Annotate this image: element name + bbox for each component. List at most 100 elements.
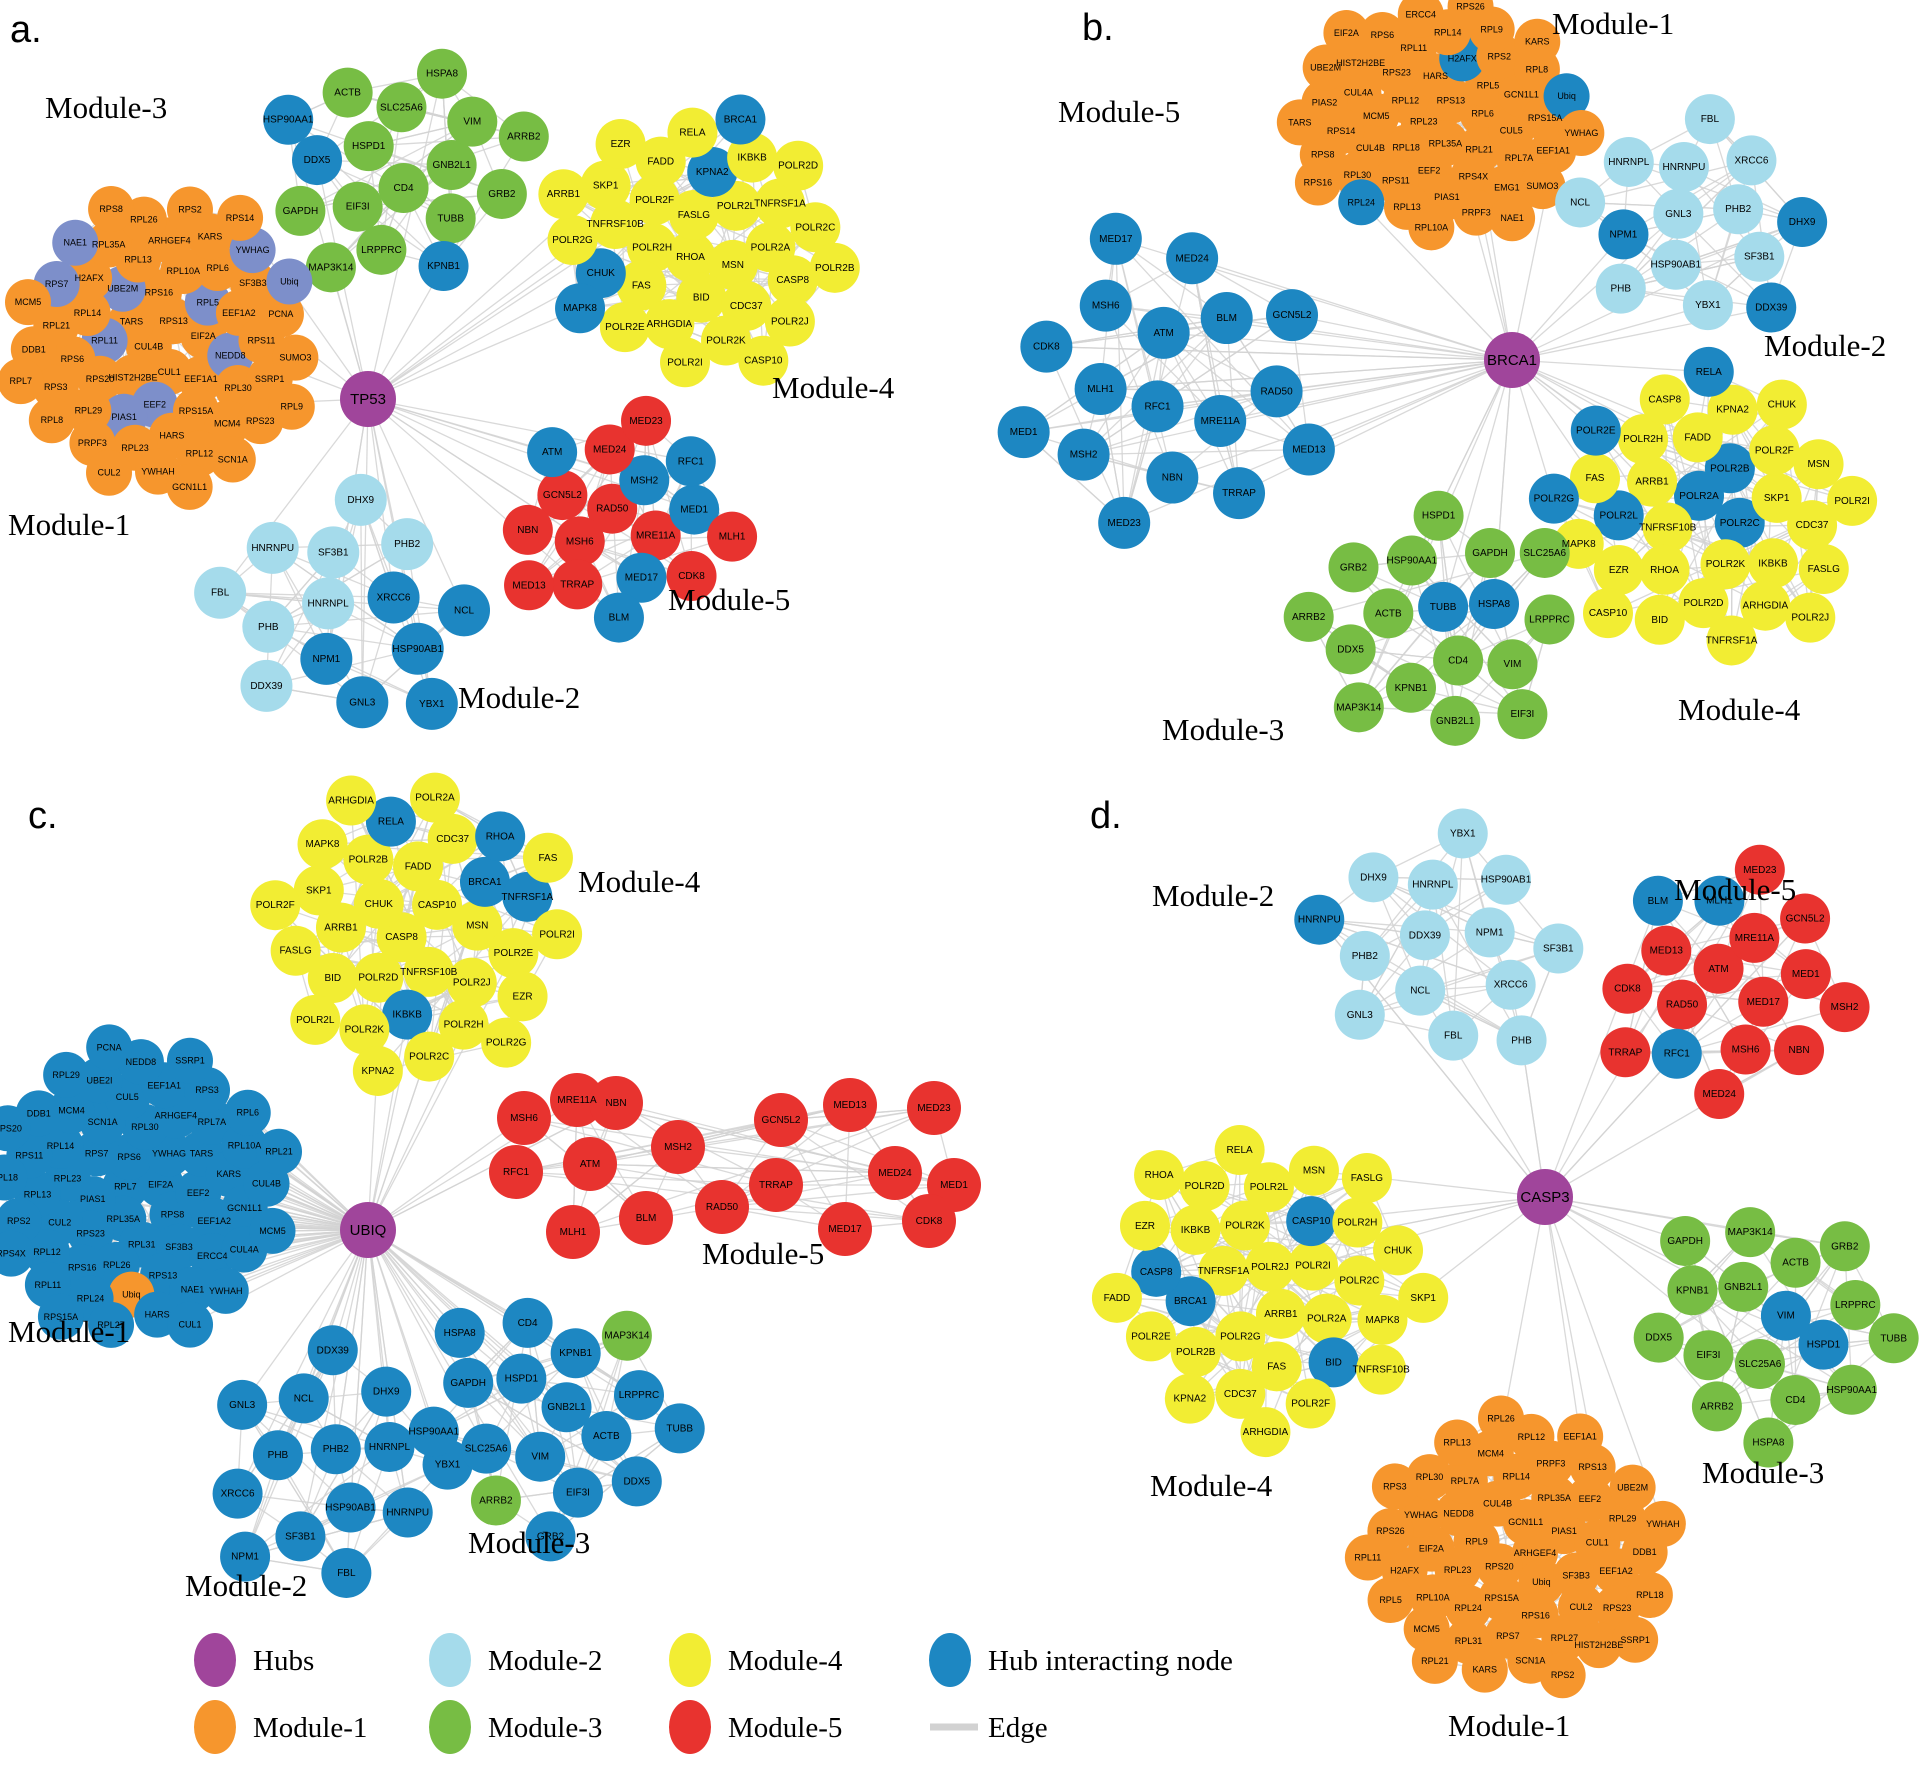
node-fas bbox=[522, 832, 573, 883]
node-label: GNL3 bbox=[1665, 209, 1692, 220]
node-vim bbox=[1487, 639, 1538, 690]
hub-edge bbox=[241, 1229, 369, 1406]
panel-letter: c. bbox=[28, 795, 58, 837]
node-polr2k bbox=[1219, 1200, 1270, 1251]
node-mre11a bbox=[630, 510, 681, 561]
node-label: SF3B1 bbox=[1744, 252, 1775, 263]
edge bbox=[237, 1349, 334, 1495]
node-rps4x bbox=[0, 1230, 35, 1277]
node-trrap bbox=[749, 1158, 803, 1212]
node-blm bbox=[619, 1191, 673, 1245]
legend-swatch-hub-interacting-node bbox=[929, 1633, 971, 1687]
node-label: GNL3 bbox=[229, 1400, 256, 1411]
node-label: CASP10 bbox=[1292, 1216, 1331, 1227]
node-label: GCN1L1 bbox=[1504, 90, 1539, 100]
hub-edge bbox=[361, 398, 369, 703]
node-label: MLH1 bbox=[1087, 384, 1114, 395]
node-label: PHB2 bbox=[1725, 204, 1752, 215]
node-label: RPL8 bbox=[1526, 64, 1549, 74]
node-label: RPL21 bbox=[1465, 145, 1493, 155]
node-rps8 bbox=[88, 186, 135, 233]
node-npm1 bbox=[300, 632, 353, 685]
node-label: CDK8 bbox=[1033, 342, 1060, 353]
node-label: MED24 bbox=[878, 1168, 912, 1179]
node-label: SF3B3 bbox=[239, 278, 267, 288]
node-kpna2 bbox=[352, 1045, 403, 1096]
edge bbox=[1100, 388, 1277, 392]
node-sumo3 bbox=[1519, 163, 1566, 210]
node-arrb2 bbox=[498, 111, 549, 162]
node-label: EIF2A bbox=[191, 331, 216, 341]
node-label: CHUK bbox=[587, 268, 616, 279]
node-label: POLR2L bbox=[1600, 510, 1639, 521]
node-label: RPS6 bbox=[61, 354, 85, 364]
node-cdc37 bbox=[427, 813, 478, 864]
node-label: HNRNPL bbox=[308, 598, 350, 609]
node-label: MED13 bbox=[833, 1100, 867, 1111]
node-label: BID bbox=[1325, 1357, 1342, 1368]
node-hsp90aa1 bbox=[1386, 535, 1437, 586]
node-label: RPL7A bbox=[1505, 153, 1534, 163]
node-label: BID bbox=[1651, 615, 1668, 626]
node-label: RPS2 bbox=[1488, 51, 1512, 61]
node-skp1 bbox=[1398, 1272, 1449, 1323]
node-label: MCM4 bbox=[58, 1105, 85, 1115]
node-arrb2 bbox=[1283, 591, 1334, 642]
node-xrcc6 bbox=[367, 571, 420, 624]
node-med1 bbox=[1780, 949, 1831, 1000]
node-label: GNB2L1 bbox=[547, 1402, 586, 1413]
node-polr2d bbox=[353, 952, 404, 1003]
node-label: NBN bbox=[1162, 473, 1183, 484]
node-ybx1 bbox=[405, 677, 458, 730]
node-ywhah bbox=[1639, 1500, 1686, 1547]
node-label: MED17 bbox=[1099, 234, 1133, 245]
node-label: RPL14 bbox=[1434, 27, 1462, 37]
node-label: RPL9 bbox=[1465, 1537, 1488, 1547]
node-label: RPL30 bbox=[131, 1122, 159, 1132]
node-label: CDC37 bbox=[436, 834, 469, 845]
node-polr2j bbox=[764, 296, 815, 347]
node-label: POLR2D bbox=[358, 973, 398, 984]
hub-node-brca1 bbox=[1484, 332, 1540, 388]
node-xrcc6 bbox=[1726, 135, 1777, 186]
edge bbox=[1195, 1220, 1312, 1353]
node-label: GNL3 bbox=[349, 697, 376, 708]
node-label: ACTB bbox=[1782, 1258, 1809, 1269]
node-label: RPL26 bbox=[103, 1260, 131, 1270]
node-label: MAPK8 bbox=[563, 303, 597, 314]
node-ncl bbox=[278, 1373, 329, 1424]
node-label: DDX39 bbox=[250, 681, 283, 692]
node-label: RPL7 bbox=[9, 376, 32, 386]
hub-edge bbox=[1190, 1196, 1546, 1302]
node-trrap bbox=[1600, 1027, 1651, 1078]
node-blm bbox=[593, 592, 644, 643]
node-label: POLR2L bbox=[296, 1015, 335, 1026]
node-tnfrsf1a bbox=[754, 178, 805, 229]
node-label: FBL bbox=[1701, 114, 1720, 125]
node-label: TUBB bbox=[1880, 1333, 1907, 1344]
node-label: BID bbox=[693, 293, 710, 304]
node-label: CDC37 bbox=[1796, 520, 1829, 531]
node-label: RPL7A bbox=[198, 1117, 227, 1127]
node-polr2d bbox=[1678, 578, 1729, 629]
node-actb bbox=[322, 67, 373, 118]
legend-swatch-module-5 bbox=[669, 1700, 711, 1754]
node-label: CDC37 bbox=[730, 301, 763, 312]
edge bbox=[1083, 448, 1309, 456]
node-label: GRB2 bbox=[1340, 562, 1368, 573]
node-label: RPS23 bbox=[76, 1228, 105, 1238]
node-npm1 bbox=[1464, 907, 1515, 958]
node-label: TNFRSF1A bbox=[754, 198, 806, 209]
node-label: EEF2 bbox=[187, 1188, 210, 1198]
hub-edge bbox=[1544, 1196, 1751, 1233]
edge bbox=[1023, 317, 1228, 433]
node-label: SF3B1 bbox=[318, 547, 349, 558]
node-label: RPL27 bbox=[1551, 1633, 1579, 1643]
hub-edge bbox=[1046, 345, 1513, 361]
node-label: HARS bbox=[159, 431, 184, 441]
node-label: POLR2F bbox=[635, 195, 674, 206]
node-ddx39 bbox=[1746, 282, 1797, 333]
node-casp8 bbox=[1131, 1246, 1182, 1297]
node-label: RPL35A bbox=[1429, 138, 1463, 148]
edge bbox=[300, 121, 473, 212]
